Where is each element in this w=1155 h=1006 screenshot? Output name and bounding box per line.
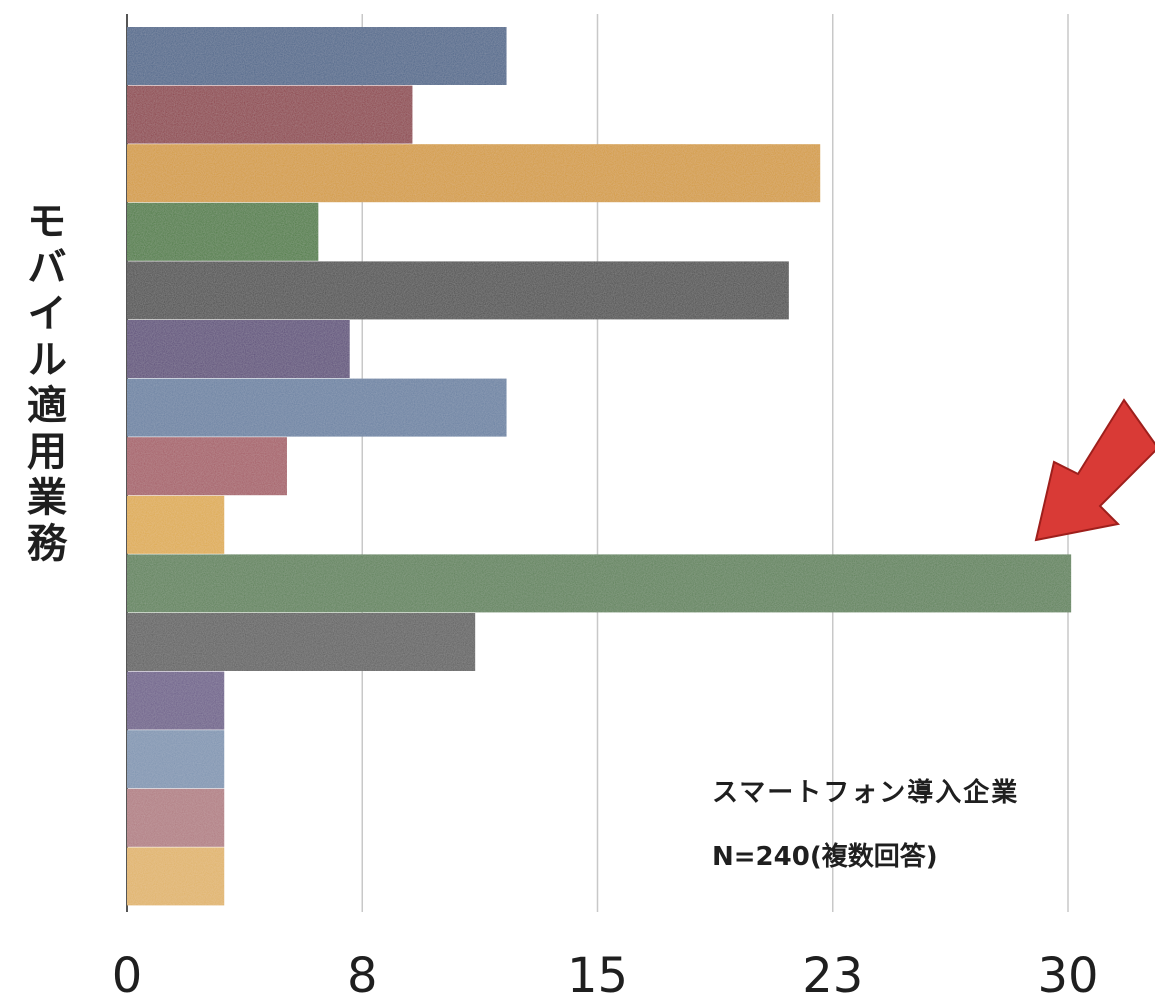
bar — [127, 144, 821, 203]
bar — [127, 788, 225, 847]
bar — [127, 85, 413, 144]
bar — [127, 378, 507, 437]
legend-note-count: N=240(複数回答) — [712, 842, 938, 872]
bar — [127, 320, 350, 378]
bar — [127, 202, 319, 261]
bar — [127, 437, 287, 496]
bar — [127, 27, 507, 85]
legend-note-sample: スマートフォン導入企業 — [712, 778, 1020, 808]
bar — [127, 261, 789, 320]
x-tick-label: 23 — [802, 948, 863, 1004]
bar — [127, 554, 1072, 613]
bar — [127, 847, 225, 906]
bar — [127, 730, 225, 789]
x-tick-label: 15 — [567, 948, 628, 1004]
bar — [127, 495, 225, 554]
bar — [127, 613, 476, 671]
x-tick-label: 0 — [112, 948, 143, 1004]
y-axis-label: モバイル適用業務 — [20, 200, 66, 568]
bar — [127, 671, 225, 730]
highlight-arrow — [1034, 398, 1155, 542]
x-tick-label: 8 — [347, 948, 378, 1004]
x-tick-label: 30 — [1037, 948, 1098, 1004]
